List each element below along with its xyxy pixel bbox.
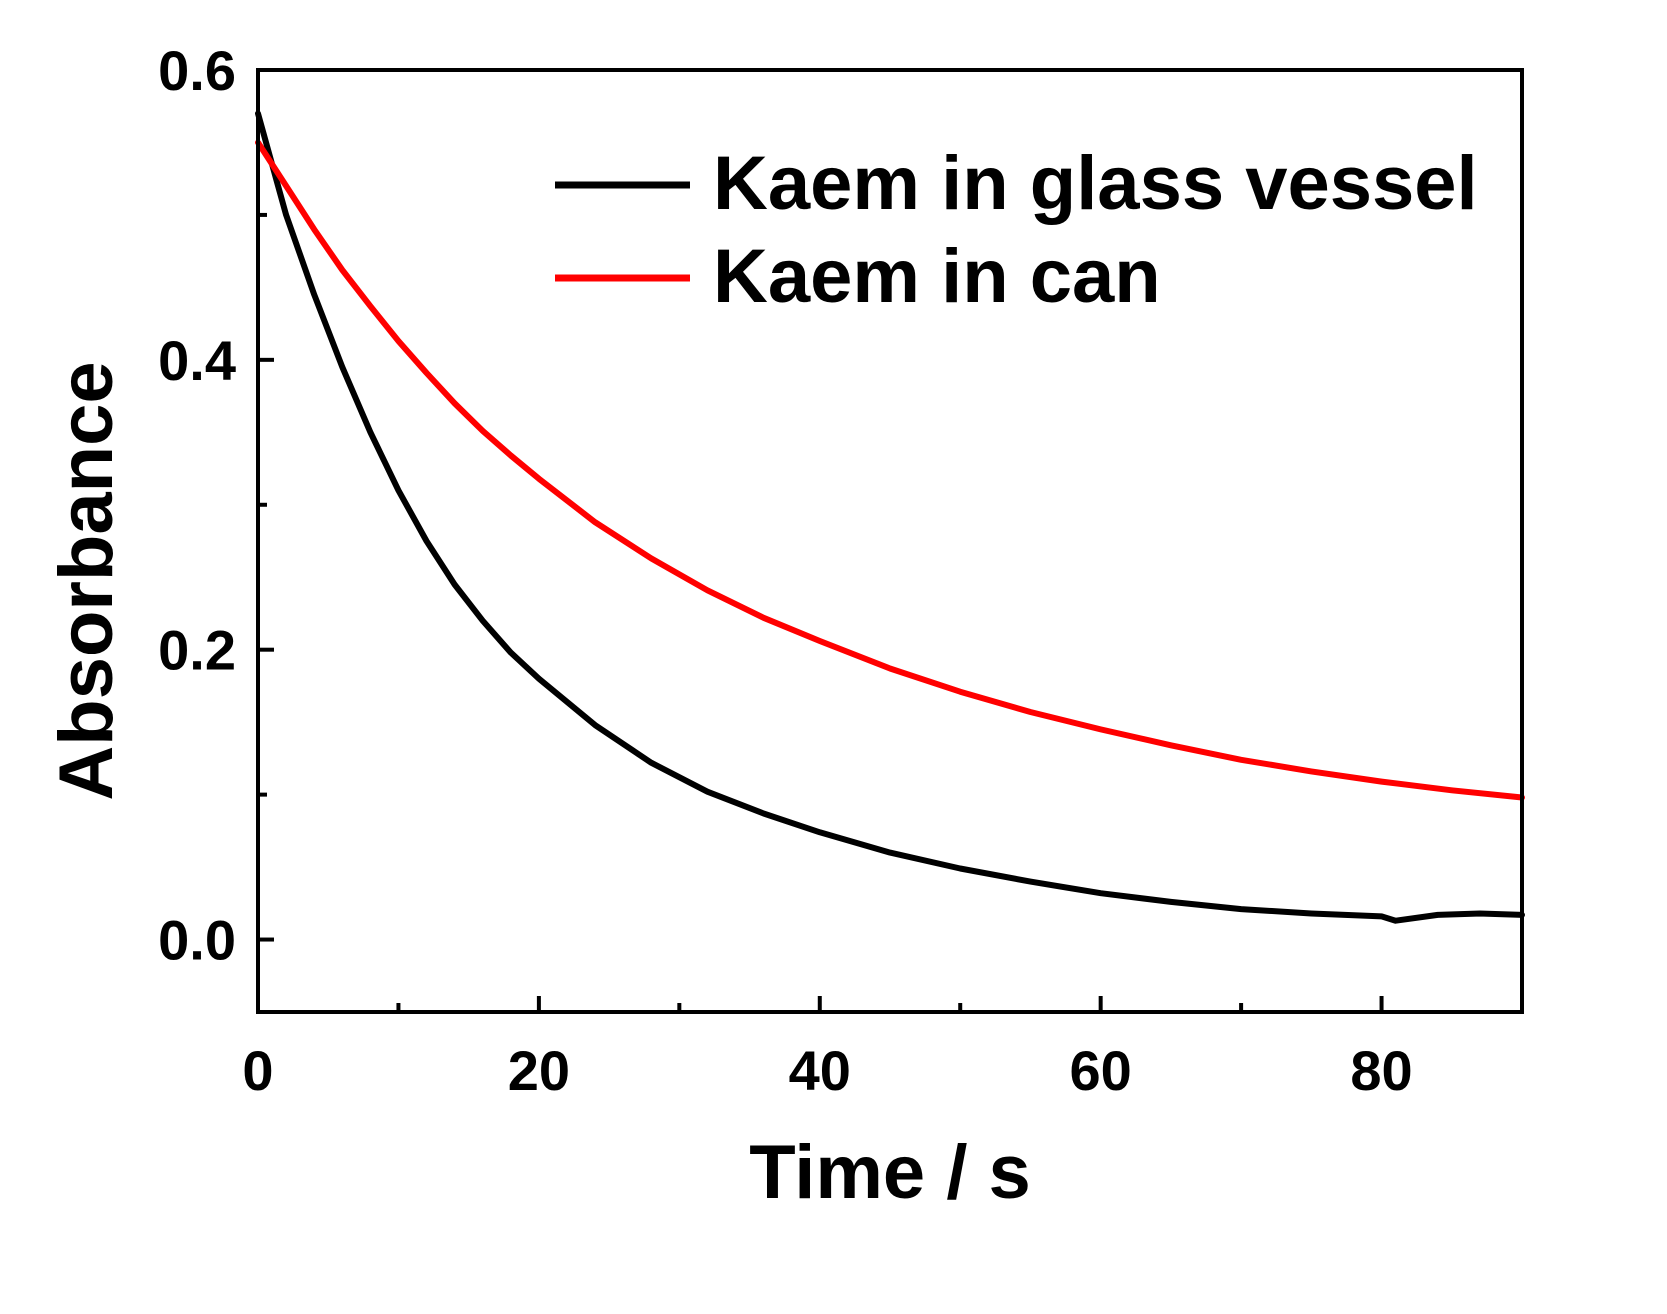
x-tick-label-3: 60 (1070, 1039, 1132, 1102)
plot-frame (256, 68, 1524, 1014)
x-tick-label-1: 20 (508, 1039, 570, 1102)
x-axis-title: Time / s (749, 1130, 1031, 1215)
series-line-0 (255, 110, 1525, 924)
tick-labels-layer: 0 20 40 60 80 0.0 0.2 0.4 0.6 (158, 39, 1413, 1102)
y-tick-label-3: 0.6 (158, 39, 236, 102)
series-layer (255, 110, 1525, 924)
x-tick-label-2: 40 (789, 1039, 851, 1102)
series-line-1 (255, 139, 1525, 801)
y-tick-label-1: 0.2 (158, 619, 236, 682)
y-tick-label-0: 0.0 (158, 909, 236, 972)
x-tick-label-4: 80 (1350, 1039, 1412, 1102)
y-axis-title: Absorbance (44, 361, 129, 800)
legend-label-glass-vessel: Kaem in glass vessel (713, 141, 1478, 226)
ticks-layer (256, 68, 1384, 1012)
legend-label-can: Kaem in can (713, 234, 1161, 319)
x-tick-label-0: 0 (242, 1039, 273, 1102)
legend: Kaem in glass vessel Kaem in can (555, 141, 1478, 319)
y-tick-label-2: 0.4 (158, 329, 236, 392)
